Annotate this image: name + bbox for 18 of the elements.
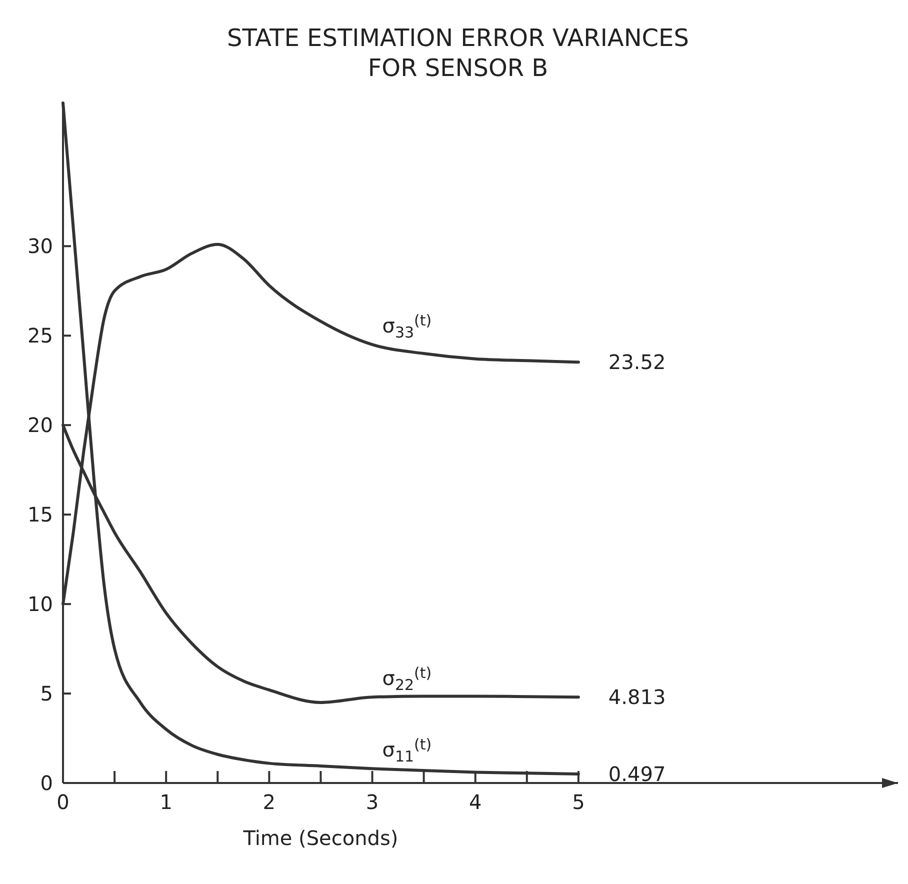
y-tick-label: 20 bbox=[28, 413, 53, 438]
chart-title: STATE ESTIMATION ERROR VARIANCES FOR SENSOR B bbox=[227, 24, 689, 82]
y-tick-label: 0 bbox=[40, 771, 53, 795]
y-tick-label: 10 bbox=[28, 592, 53, 616]
y-tick-label: 15 bbox=[28, 502, 53, 527]
x-tick-label: 5 bbox=[572, 790, 585, 814]
x-tick-label: 4 bbox=[468, 790, 482, 814]
annotation: 0.497 bbox=[608, 762, 666, 786]
y-tick-label: 5 bbox=[40, 682, 53, 706]
y-tick-label: 25 bbox=[28, 324, 53, 348]
x-tick-label: 2 bbox=[262, 790, 276, 814]
y-tick-label: 30 bbox=[28, 234, 53, 258]
x-tick-label: 0 bbox=[56, 790, 70, 814]
annotation: 23.52 bbox=[608, 350, 666, 374]
x-tick-label: 3 bbox=[366, 790, 379, 814]
x-axis-title: Time (Seconds) bbox=[242, 826, 398, 850]
x-tick-label: 1 bbox=[160, 790, 172, 814]
annotation: 4.813 bbox=[608, 685, 666, 710]
